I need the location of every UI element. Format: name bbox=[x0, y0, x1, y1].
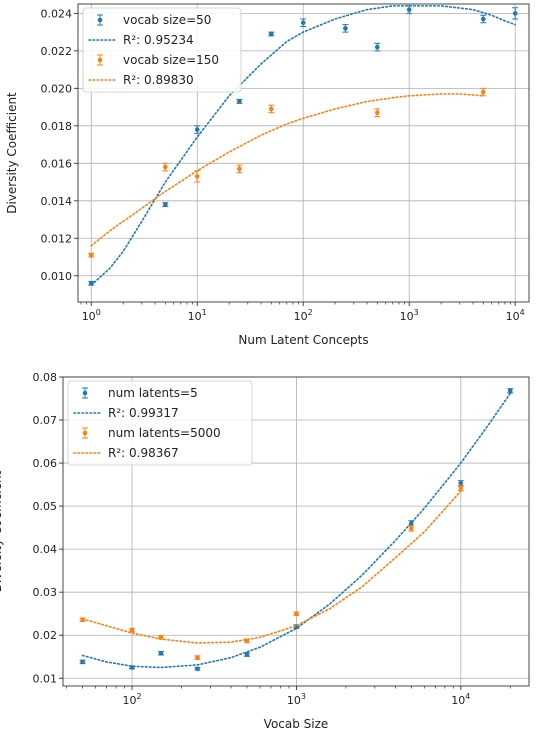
data-point bbox=[80, 617, 85, 623]
x-tick-label: 102 bbox=[123, 692, 142, 707]
x-tick-label: 101 bbox=[188, 308, 207, 323]
y-tick-label: 0.04 bbox=[33, 543, 58, 556]
x-axis-label: Num Latent Concepts bbox=[238, 333, 368, 347]
x-tick-label: 100 bbox=[82, 308, 101, 323]
y-tick-label: 0.07 bbox=[33, 414, 58, 427]
data-point bbox=[163, 164, 168, 170]
y-tick-label: 0.01 bbox=[33, 672, 58, 685]
data-point bbox=[129, 665, 135, 670]
y-tick-label: 0.024 bbox=[41, 7, 73, 20]
y-tick-label: 0.010 bbox=[41, 270, 73, 283]
legend-box bbox=[67, 380, 253, 466]
y-tick-label: 0.02 bbox=[33, 629, 58, 642]
data-point bbox=[80, 659, 85, 665]
y-axis-label: Diversity Coefficient bbox=[0, 470, 4, 592]
data-point bbox=[244, 652, 250, 657]
data-point bbox=[409, 521, 414, 526]
data-point bbox=[129, 627, 135, 633]
y-tick-label: 0.08 bbox=[33, 371, 58, 384]
data-point bbox=[194, 127, 200, 132]
y-tick-label: 0.014 bbox=[41, 195, 73, 208]
y-tick-label: 0.03 bbox=[33, 586, 58, 599]
legend-marker-point bbox=[82, 390, 88, 396]
data-point bbox=[480, 16, 486, 22]
data-point bbox=[237, 166, 242, 172]
x-tick-label: 104 bbox=[451, 692, 470, 707]
data-point bbox=[269, 106, 274, 112]
x-axis-label: Vocab Size bbox=[264, 717, 329, 730]
x-tick-label: 102 bbox=[294, 308, 313, 323]
data-point bbox=[194, 174, 200, 179]
x-tick-label: 104 bbox=[506, 308, 525, 323]
data-point bbox=[300, 20, 306, 26]
data-point bbox=[480, 89, 486, 95]
series-1 bbox=[88, 5, 519, 286]
y-tick-label: 0.018 bbox=[41, 120, 73, 133]
data-point bbox=[88, 252, 94, 258]
x-tick-label: 103 bbox=[287, 692, 306, 707]
data-point bbox=[269, 31, 274, 37]
legend-fit-label: R²: 0.98367 bbox=[108, 446, 179, 460]
data-point bbox=[374, 44, 380, 50]
legend-fit-label: R²: 0.95234 bbox=[123, 33, 194, 47]
data-point bbox=[294, 611, 299, 616]
data-point bbox=[244, 638, 250, 644]
y-tick-label: 0.020 bbox=[41, 82, 73, 95]
data-point bbox=[343, 26, 348, 31]
legend-label: num latents=5 bbox=[108, 386, 198, 400]
data-point bbox=[88, 280, 94, 286]
y-tick-label: 0.06 bbox=[33, 457, 58, 470]
series-2 bbox=[79, 484, 464, 660]
data-point bbox=[374, 110, 380, 116]
y-axis-label: Diversity Coefficient bbox=[5, 92, 19, 214]
legend-marker-point bbox=[97, 17, 103, 23]
x-tick-label: 103 bbox=[400, 308, 419, 323]
data-point bbox=[512, 11, 518, 16]
data-point bbox=[195, 666, 200, 672]
fit-line bbox=[90, 5, 516, 286]
fit-line bbox=[90, 93, 485, 247]
legend-marker-point bbox=[82, 430, 88, 436]
data-point bbox=[458, 485, 464, 491]
legend-box bbox=[82, 7, 242, 93]
legend-fit-label: R²: 0.99317 bbox=[108, 406, 179, 420]
y-tick-label: 0.022 bbox=[41, 45, 73, 58]
data-point bbox=[163, 202, 168, 207]
series-1 bbox=[79, 388, 514, 672]
legend-fit-label: R²: 0.89830 bbox=[123, 73, 194, 87]
data-point bbox=[158, 635, 164, 640]
data-point bbox=[409, 526, 414, 531]
series-2 bbox=[88, 87, 487, 258]
legend: num latents=5 R²: 0.99317 num latents=5000… bbox=[67, 380, 253, 466]
data-point bbox=[195, 655, 200, 660]
chart-2: 102 103 104 0.01 0.02 0.03 0.04 0.05 0.06 0.07 0.0… bbox=[0, 371, 530, 731]
y-tick-label: 0.016 bbox=[41, 157, 73, 170]
y-tick-label: 0.012 bbox=[41, 232, 73, 245]
data-point bbox=[158, 650, 164, 656]
data-point bbox=[406, 7, 412, 12]
fit-line bbox=[81, 490, 462, 644]
y-tick-label: 0.05 bbox=[33, 500, 58, 513]
data-point bbox=[237, 99, 242, 104]
legend-label: vocab size=150 bbox=[123, 53, 219, 67]
legend-label: num latents=5000 bbox=[108, 426, 221, 440]
legend-label: vocab size=50 bbox=[123, 13, 211, 27]
legend-marker-point bbox=[97, 57, 103, 63]
data-point bbox=[507, 388, 513, 394]
legend: vocab size=50 R²: 0.95234 vocab size=150 R²… bbox=[82, 7, 242, 93]
chart-1: 100 101 102 103 104 0.010 0.012 0.014 0.016 0.018… bbox=[5, 3, 530, 347]
data-point bbox=[458, 480, 464, 486]
